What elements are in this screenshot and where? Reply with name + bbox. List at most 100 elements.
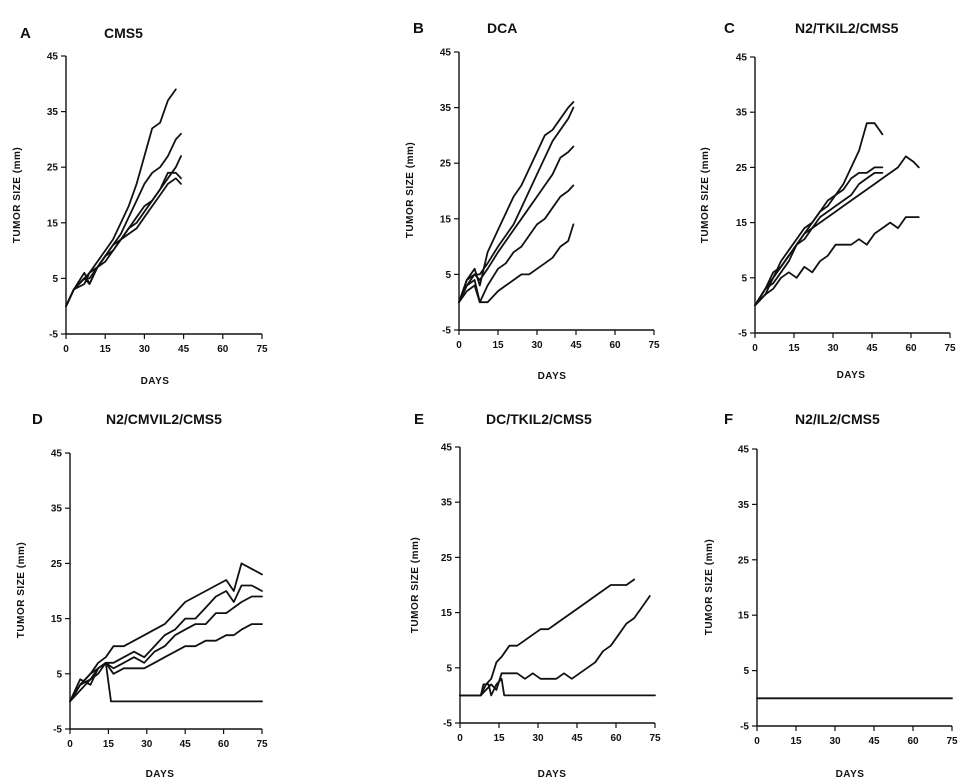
x-tick-label: 15: [788, 343, 800, 354]
y-axis-title: TUMOR SIZE (mm): [410, 537, 421, 633]
x-tick-label: 0: [457, 733, 463, 744]
series-line-3: [459, 677, 656, 697]
y-tick-label: 45: [736, 53, 748, 64]
series-line-5: [754, 216, 920, 307]
x-tick-label: 0: [752, 343, 758, 354]
x-tick-label: 0: [63, 344, 69, 355]
y-tick-label: 15: [738, 611, 750, 622]
x-tick-label: 75: [256, 739, 268, 750]
x-tick-label: 60: [609, 340, 621, 351]
y-tick-label: 45: [47, 52, 59, 63]
series-line-5: [458, 223, 575, 304]
x-tick-label: 60: [610, 733, 622, 744]
series-line-2: [754, 166, 884, 307]
series-line-1: [65, 88, 177, 308]
y-axis-title: TUMOR SIZE (mm): [704, 539, 715, 635]
series-line-2: [458, 106, 575, 304]
x-tick-label: 60: [905, 343, 917, 354]
y-tick-label: 15: [441, 608, 453, 619]
panel-c: C N2/TKIL2/CMS5 -5 5 15 25 35 45 0 15 30 45 60 75 DAYS…: [700, 20, 956, 381]
y-tick-label: 45: [738, 445, 750, 456]
series-line-1: [459, 578, 636, 697]
series-line-5: [65, 177, 182, 308]
panel-f: F N2/IL2/CMS5 -5 5 15 25 35 45 0 15 30 45 60 75 DAYS TU…: [704, 411, 958, 780]
y-tick-label: 5: [56, 669, 62, 680]
panel-a: A CMS5 -5 5 15 25 35 45 0 15 30 45 60 75 DAYS TUMOR SIZ…: [12, 25, 268, 387]
y-tick-label: 35: [736, 108, 748, 119]
x-tick-label: 75: [946, 736, 958, 747]
y-tick-label: 25: [738, 555, 750, 566]
y-tick-label: 15: [440, 214, 452, 225]
y-tick-label: 45: [440, 48, 452, 59]
y-tick-label: 45: [441, 443, 453, 454]
y-tick-label: 25: [440, 159, 452, 170]
x-tick-label: 75: [648, 340, 660, 351]
y-tick-label: 5: [446, 663, 452, 674]
y-tick-label: -5: [53, 725, 62, 736]
panel-title: DC/TKIL2/CMS5: [486, 411, 592, 427]
x-tick-label: 0: [67, 739, 73, 750]
x-tick-label: 45: [178, 344, 190, 355]
x-axis-title: DAYS: [538, 769, 567, 780]
y-tick-label: -5: [738, 329, 747, 340]
x-tick-label: 0: [754, 736, 760, 747]
series-line-5: [69, 661, 263, 703]
x-tick-label: 30: [532, 733, 544, 744]
panel-d: D N2/CMVIL2/CMS5 -5 5 15 25 35 45 0 15 30 45 60 75 DAY…: [16, 411, 268, 780]
x-tick-label: 15: [493, 733, 505, 744]
series-line-4: [458, 184, 575, 304]
x-tick-label: 30: [531, 340, 543, 351]
panel-letter: C: [724, 20, 735, 37]
x-tick-label: 30: [827, 343, 839, 354]
series-line-3: [458, 145, 575, 304]
x-axis-title: DAYS: [146, 769, 175, 780]
x-tick-label: 75: [944, 343, 956, 354]
y-axis-title: TUMOR SIZE (mm): [16, 542, 27, 638]
x-tick-label: 15: [492, 340, 504, 351]
y-tick-label: 5: [741, 273, 747, 284]
series-line-2: [69, 584, 263, 703]
x-tick-label: 15: [103, 739, 115, 750]
y-tick-label: 35: [51, 504, 63, 515]
y-tick-label: 5: [743, 666, 749, 677]
x-axis-title: DAYS: [836, 769, 865, 780]
panel-title: N2/TKIL2/CMS5: [795, 20, 899, 36]
y-tick-label: -5: [443, 719, 452, 730]
panel-title: DCA: [487, 20, 517, 36]
panel-title: N2/IL2/CMS5: [795, 411, 880, 427]
panel-letter: B: [413, 20, 424, 37]
series-line-3: [754, 171, 884, 307]
x-tick-label: 30: [829, 736, 841, 747]
panel-letter: E: [414, 411, 424, 428]
y-tick-label: 25: [47, 163, 59, 174]
y-tick-label: 35: [47, 107, 59, 118]
x-tick-label: 0: [456, 340, 462, 351]
x-tick-label: 15: [100, 344, 112, 355]
x-tick-label: 60: [218, 739, 230, 750]
y-tick-label: -5: [442, 326, 451, 337]
y-tick-label: 15: [51, 614, 63, 625]
x-tick-label: 45: [180, 739, 192, 750]
y-tick-label: 15: [47, 218, 59, 229]
y-tick-label: 35: [738, 500, 750, 511]
panel-letter: F: [724, 411, 733, 428]
x-axis-title: DAYS: [837, 370, 866, 381]
panel-letter: D: [32, 411, 43, 428]
series-line-4: [65, 171, 182, 308]
series-line-4: [754, 155, 920, 307]
panel-e: E DC/TKIL2/CMS5 -5 5 15 25 35 45 0 15 30 45 60 75 DAYS…: [410, 411, 661, 780]
y-tick-label: -5: [740, 722, 749, 733]
x-tick-label: 75: [256, 344, 268, 355]
x-tick-label: 15: [790, 736, 802, 747]
x-tick-label: 30: [141, 739, 153, 750]
y-tick-label: 25: [441, 553, 453, 564]
y-tick-label: 25: [51, 559, 63, 570]
y-tick-label: -5: [49, 330, 58, 341]
x-tick-label: 45: [866, 343, 878, 354]
y-tick-label: 25: [736, 163, 748, 174]
series-line-2: [459, 595, 651, 697]
y-tick-label: 35: [440, 103, 452, 114]
y-axis-title: TUMOR SIZE (mm): [12, 147, 23, 243]
x-axis-title: DAYS: [141, 376, 170, 387]
